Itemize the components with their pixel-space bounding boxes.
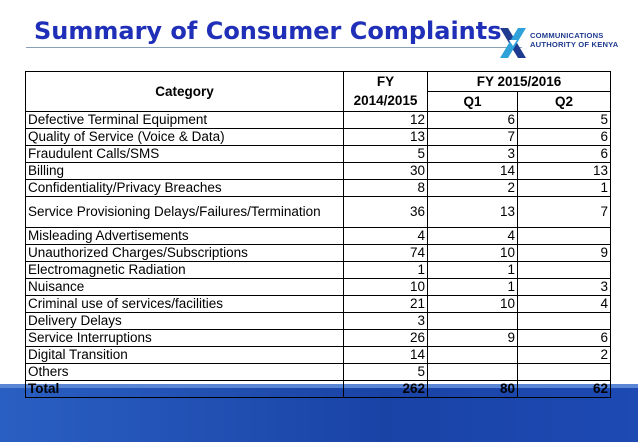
table-row: Delivery Delays 3: [25, 312, 612, 330]
cell-q2: 6: [516, 145, 612, 163]
cell-q2: 6: [516, 329, 612, 347]
cell-q1: 13: [427, 196, 518, 228]
cell-fy: 13: [343, 128, 428, 146]
cell-fy: 36: [343, 196, 428, 228]
cell-fy: 8: [343, 179, 428, 197]
header-fy2: FY 2015/2016: [426, 71, 612, 92]
cell-fy: 4: [343, 227, 428, 245]
table-row: Quality of Service (Voice & Data) 13 7 6: [25, 128, 612, 146]
table-row: Unauthorized Charges/Subscriptions 74 10…: [25, 244, 612, 262]
header-fy-a: FY: [343, 71, 428, 92]
table-row: Others 5: [25, 363, 612, 381]
cell-category: Service Interruptions: [25, 329, 344, 347]
cell-fy: 12: [343, 111, 428, 129]
cell-fy: 5: [343, 145, 428, 163]
cell-category: Billing: [25, 162, 344, 180]
cell-category: Misleading Advertisements: [25, 227, 344, 245]
total-fy: 262: [343, 380, 428, 398]
ca-logo-icon: [500, 28, 526, 58]
cell-q2: [516, 261, 612, 279]
cell-q2: 4: [516, 295, 612, 313]
header-q1: Q1: [427, 91, 518, 112]
cell-category: Nuisance: [25, 278, 344, 296]
cell-q1: 10: [427, 295, 518, 313]
cell-q2: 5: [516, 111, 612, 129]
cell-category: Quality of Service (Voice & Data): [25, 128, 344, 146]
cell-category: Defective Terminal Equipment: [25, 111, 344, 129]
header-fy-b: 2014/2015: [343, 91, 428, 112]
cell-q2: [516, 227, 612, 245]
total-row: Total 262 80 62: [25, 380, 612, 398]
cell-category: Unauthorized Charges/Subscriptions: [25, 244, 344, 262]
cell-q2: 3: [516, 278, 612, 296]
cell-q2: 9: [516, 244, 612, 262]
cell-category: Digital Transition: [25, 346, 344, 364]
cell-category: Fraudulent Calls/SMS: [25, 145, 344, 163]
cell-q2: [516, 363, 612, 381]
logo-line-2: AUTHORITY OF KENYA: [530, 40, 619, 49]
logo-line-1: COMMUNICATIONS: [530, 31, 604, 40]
cell-fy: 74: [343, 244, 428, 262]
table-row: Misleading Advertisements 4 4: [25, 227, 612, 245]
table-row: Confidentiality/Privacy Breaches 8 2 1: [25, 179, 612, 197]
table-row: Billing 30 14 13: [25, 162, 612, 180]
cell-q1: 14: [427, 162, 518, 180]
table-row: Defective Terminal Equipment 12 6 5: [25, 111, 612, 129]
cell-q1: 7: [427, 128, 518, 146]
ca-logo: COMMUNICATIONS AUTHORITY OF KENYA: [498, 26, 638, 66]
cell-q2: 6: [516, 128, 612, 146]
cell-fy: 14: [343, 346, 428, 364]
table-row: Service Interruptions 26 9 6: [25, 329, 612, 347]
table-body: Defective Terminal Equipment 12 6 5 Qual…: [25, 111, 612, 398]
cell-q1: 4: [427, 227, 518, 245]
cell-q2: 7: [516, 196, 612, 228]
cell-category: Confidentiality/Privacy Breaches: [25, 179, 344, 197]
cell-q1: [427, 363, 518, 381]
table-row: Fraudulent Calls/SMS 5 3 6: [25, 145, 612, 163]
cell-q1: [427, 346, 518, 364]
title-divider: [26, 47, 522, 48]
cell-q1: 3: [427, 145, 518, 163]
page-title: Summary of Consumer Complaints: [34, 17, 502, 45]
cell-q1: 9: [427, 329, 518, 347]
total-q2: 62: [516, 380, 612, 398]
cell-category: Delivery Delays: [25, 312, 344, 330]
cell-q2: 2: [516, 346, 612, 364]
cell-fy: 5: [343, 363, 428, 381]
table-row: Digital Transition 14 2: [25, 346, 612, 364]
table-row: Nuisance 10 1 3: [25, 278, 612, 296]
cell-q1: 6: [427, 111, 518, 129]
header-q2: Q2: [516, 91, 612, 112]
header-category: Category: [25, 71, 344, 112]
cell-fy: 26: [343, 329, 428, 347]
cell-q1: 10: [427, 244, 518, 262]
cell-q1: 1: [427, 261, 518, 279]
ca-logo-text: COMMUNICATIONS AUTHORITY OF KENYA: [530, 31, 618, 49]
table-row: Criminal use of services/facilities 21 1…: [25, 295, 612, 313]
total-q1: 80: [427, 380, 518, 398]
cell-category: Others: [25, 363, 344, 381]
table-row: Electromagnetic Radiation 1 1: [25, 261, 612, 279]
table-row: Service Provisioning Delays/Failures/Ter…: [25, 196, 612, 228]
cell-category: Criminal use of services/facilities: [25, 295, 344, 313]
cell-q1: 1: [427, 278, 518, 296]
cell-fy: 30: [343, 162, 428, 180]
cell-category: Electromagnetic Radiation: [25, 261, 344, 279]
cell-fy: 3: [343, 312, 428, 330]
complaints-table: Category FY FY 2015/2016 2014/2015 Q1 Q2…: [25, 71, 612, 398]
cell-category: Service Provisioning Delays/Failures/Ter…: [25, 196, 344, 228]
cell-q2: [516, 312, 612, 330]
cell-q2: 1: [516, 179, 612, 197]
cell-q1: 2: [427, 179, 518, 197]
cell-fy: 1: [343, 261, 428, 279]
cell-fy: 10: [343, 278, 428, 296]
cell-fy: 21: [343, 295, 428, 313]
cell-q2: 13: [516, 162, 612, 180]
cell-q1: [427, 312, 518, 330]
total-label: Total: [25, 380, 344, 398]
